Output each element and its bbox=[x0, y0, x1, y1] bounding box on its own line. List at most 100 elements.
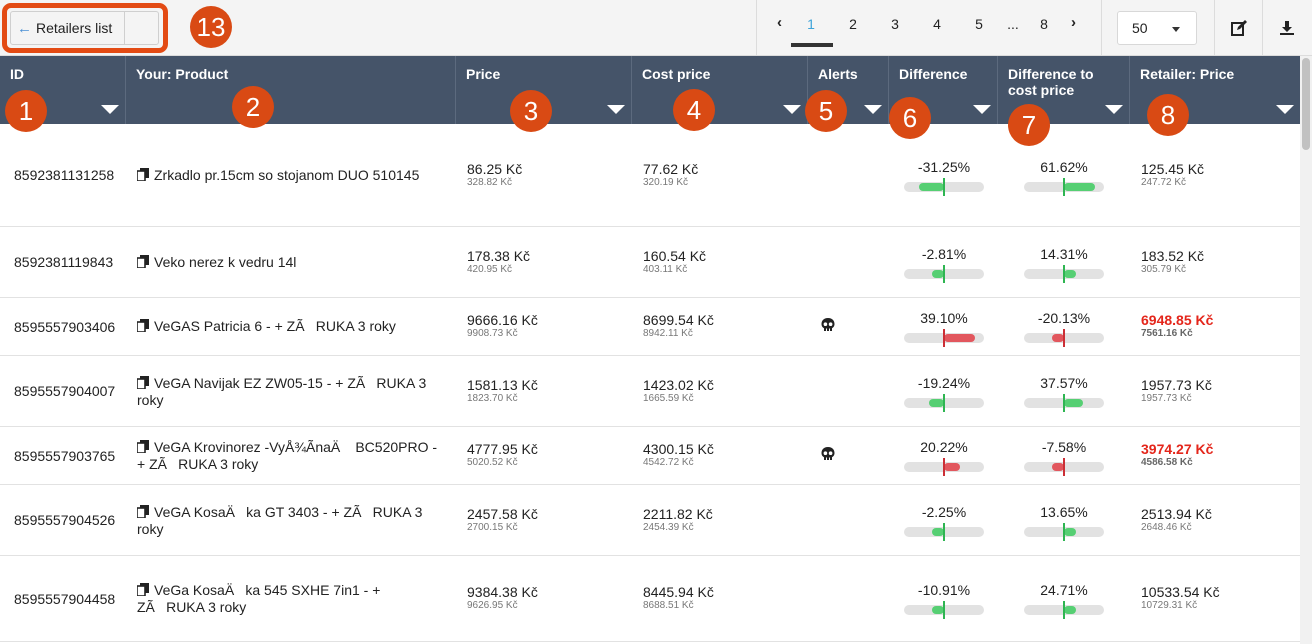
retailer-price-value: 2513.94 Kč bbox=[1141, 505, 1212, 522]
column-price[interactable]: Price bbox=[456, 56, 632, 124]
diff-midline bbox=[943, 393, 945, 412]
cell-product: VeGAS Patricia 6 - + ZÃRUKA 3 roky bbox=[136, 298, 447, 355]
vertical-scrollbar[interactable] bbox=[1300, 56, 1312, 644]
cell-price: 1581.13 Kč 1823.70 Kč bbox=[467, 356, 627, 426]
column-difference[interactable]: Difference bbox=[889, 56, 998, 124]
retailer-price-value: 10533.54 Kč bbox=[1141, 584, 1220, 600]
copy-icon[interactable] bbox=[136, 319, 149, 335]
filter-icon[interactable] bbox=[864, 105, 882, 114]
price-sub-value: 9908.73 Kč bbox=[467, 328, 518, 339]
dcost-midline bbox=[1063, 177, 1065, 196]
cell-alerts bbox=[818, 427, 838, 484]
page-2[interactable]: 2 bbox=[849, 16, 857, 32]
column-difference-to-cost[interactable]: Difference to cost price bbox=[998, 56, 1130, 124]
price-value: 178.38 Kč bbox=[467, 247, 531, 264]
retailers-list-back-button[interactable]: ← Retailers list bbox=[11, 12, 125, 44]
dcost-bar-fill bbox=[1064, 269, 1076, 278]
page-8[interactable]: 8 bbox=[1040, 16, 1048, 32]
diff-midline bbox=[943, 264, 945, 283]
diff-bar-fill bbox=[944, 334, 976, 342]
filter-icon[interactable] bbox=[973, 105, 991, 114]
column-retailer-price[interactable]: Retailer: Price bbox=[1130, 56, 1300, 124]
copy-icon[interactable] bbox=[136, 375, 149, 392]
column-cost-price-label: Cost price bbox=[642, 66, 711, 82]
page-1[interactable]: 1 bbox=[807, 16, 815, 32]
dcost-value: 24.71% bbox=[1040, 582, 1088, 598]
retailer-price-sub-value: 305.79 Kč bbox=[1141, 263, 1187, 275]
diff-bar-fill bbox=[944, 463, 961, 471]
diff-bar-fill bbox=[928, 398, 944, 407]
cell-id: 8595557904458 bbox=[14, 556, 124, 641]
column-alerts[interactable]: Alerts bbox=[808, 56, 889, 124]
filter-icon[interactable] bbox=[101, 105, 119, 114]
copy-icon[interactable] bbox=[136, 504, 149, 521]
table-row[interactable]: 8595557904007 VeGA Navijak EZ ZW05-15 - +… bbox=[0, 356, 1300, 427]
copy-icon[interactable] bbox=[136, 167, 149, 184]
cell-alerts bbox=[818, 227, 838, 297]
chevron-right-icon[interactable]: › bbox=[1071, 14, 1076, 31]
copy-icon[interactable] bbox=[136, 583, 149, 599]
product-name: VeGA Krovinorez -VyÅ¾ÃnaÄ BC520PRO - + … bbox=[137, 439, 438, 472]
price-value: 4777.95 Kč bbox=[467, 441, 538, 457]
cost-price-value: 8699.54 Kč bbox=[643, 312, 714, 328]
diff: 20.22% bbox=[904, 427, 984, 484]
product-name-wrap: Zrkadlo pr.15cm so stojanom DUO 510145 bbox=[136, 167, 419, 184]
diff-value: -31.25% bbox=[917, 158, 971, 175]
dcost-value: -7.58% bbox=[1041, 439, 1087, 455]
diff-value: -2.81% bbox=[921, 245, 967, 262]
edit-button[interactable] bbox=[1214, 0, 1262, 56]
retailer-price-value: 6948.85 Kč bbox=[1141, 312, 1214, 328]
dcost-midline bbox=[1063, 458, 1065, 476]
table-row[interactable]: 8595557904526 VeGA KosaÄka GT 3403 - + Z… bbox=[0, 485, 1300, 556]
cost-price-value: 160.54 Kč bbox=[643, 247, 707, 264]
dcost-midline bbox=[1063, 329, 1065, 347]
retailer-price-value: 3974.27 Kč bbox=[1141, 441, 1214, 457]
cell-retailer-price: 3974.27 Kč 4586.58 Kč bbox=[1141, 427, 1291, 484]
column-product-label: Your: Product bbox=[136, 66, 229, 82]
table-row[interactable]: 8592381119843 Veko nerez k vedru 14l 178.3… bbox=[0, 227, 1300, 298]
cell-price: 86.25 Kč 328.82 Kč bbox=[467, 124, 627, 226]
cell-price: 2457.58 Kč 2700.15 Kč bbox=[467, 485, 627, 555]
copy-icon[interactable] bbox=[136, 440, 149, 456]
chevron-left-icon[interactable]: ‹ bbox=[777, 14, 782, 31]
page-5[interactable]: 5 bbox=[975, 16, 983, 32]
table-row[interactable]: 8595557903765 VeGA Krovinorez -VyÅ¾ÃnaÄ … bbox=[0, 427, 1300, 485]
diff-value: -19.24% bbox=[917, 374, 971, 391]
retailer-price-sub-value: 10729.31 Kč bbox=[1141, 600, 1198, 611]
marker-3: 3 bbox=[510, 90, 552, 132]
product-id: 8595557903406 bbox=[14, 318, 116, 335]
marker-7: 7 bbox=[1008, 104, 1050, 146]
dcost-bar bbox=[1024, 522, 1104, 541]
cell-price: 9384.38 Kč 9626.95 Kč bbox=[467, 556, 627, 641]
column-cost-price[interactable]: Cost price bbox=[632, 56, 808, 124]
table-row[interactable]: 8595557904458 VeGa KosaÄka 545 SXHE 7in1… bbox=[0, 556, 1300, 642]
price-value: 86.25 Kč bbox=[467, 160, 523, 177]
cell-alerts bbox=[818, 356, 838, 426]
back-button-label: Retailers list bbox=[36, 20, 113, 36]
cell-cost-price: 4300.15 Kč 4542.72 Kč bbox=[643, 427, 803, 484]
per-page-select[interactable]: 50 bbox=[1117, 11, 1197, 45]
diff: -10.91% bbox=[904, 556, 984, 641]
page-ellipsis: ... bbox=[1007, 16, 1019, 32]
filter-icon[interactable] bbox=[1105, 105, 1123, 114]
product-name: VeGA Navijak EZ ZW05-15 - + ZÃRUKA 3 ro… bbox=[137, 374, 427, 408]
filter-icon[interactable] bbox=[1276, 105, 1294, 114]
column-product[interactable]: Your: Product bbox=[126, 56, 456, 124]
marker-13: 13 bbox=[190, 6, 232, 48]
dcost-bar-fill bbox=[1064, 527, 1076, 536]
table-row[interactable]: 8592381131258 Zrkadlo pr.15cm so stojanom… bbox=[0, 124, 1300, 227]
page-4[interactable]: 4 bbox=[933, 16, 941, 32]
copy-icon[interactable] bbox=[136, 254, 149, 271]
table-row[interactable]: 8595557903406 VeGAS Patricia 6 - + ZÃRUK… bbox=[0, 298, 1300, 356]
filter-icon[interactable] bbox=[783, 105, 801, 114]
cell-cost-price: 1423.02 Kč 1665.59 Kč bbox=[643, 356, 803, 426]
filter-icon[interactable] bbox=[607, 105, 625, 114]
cell-retailer-price: 6948.85 Kč 7561.16 Kč bbox=[1141, 298, 1291, 355]
dcost-bar bbox=[1024, 458, 1104, 476]
scrollbar-thumb[interactable] bbox=[1302, 58, 1310, 150]
page-3[interactable]: 3 bbox=[891, 16, 899, 32]
column-id[interactable]: ID bbox=[0, 56, 126, 124]
dcost: 13.65% bbox=[1024, 485, 1104, 555]
retailer-price-value: 183.52 Kč bbox=[1141, 247, 1205, 264]
download-button[interactable] bbox=[1262, 0, 1310, 56]
